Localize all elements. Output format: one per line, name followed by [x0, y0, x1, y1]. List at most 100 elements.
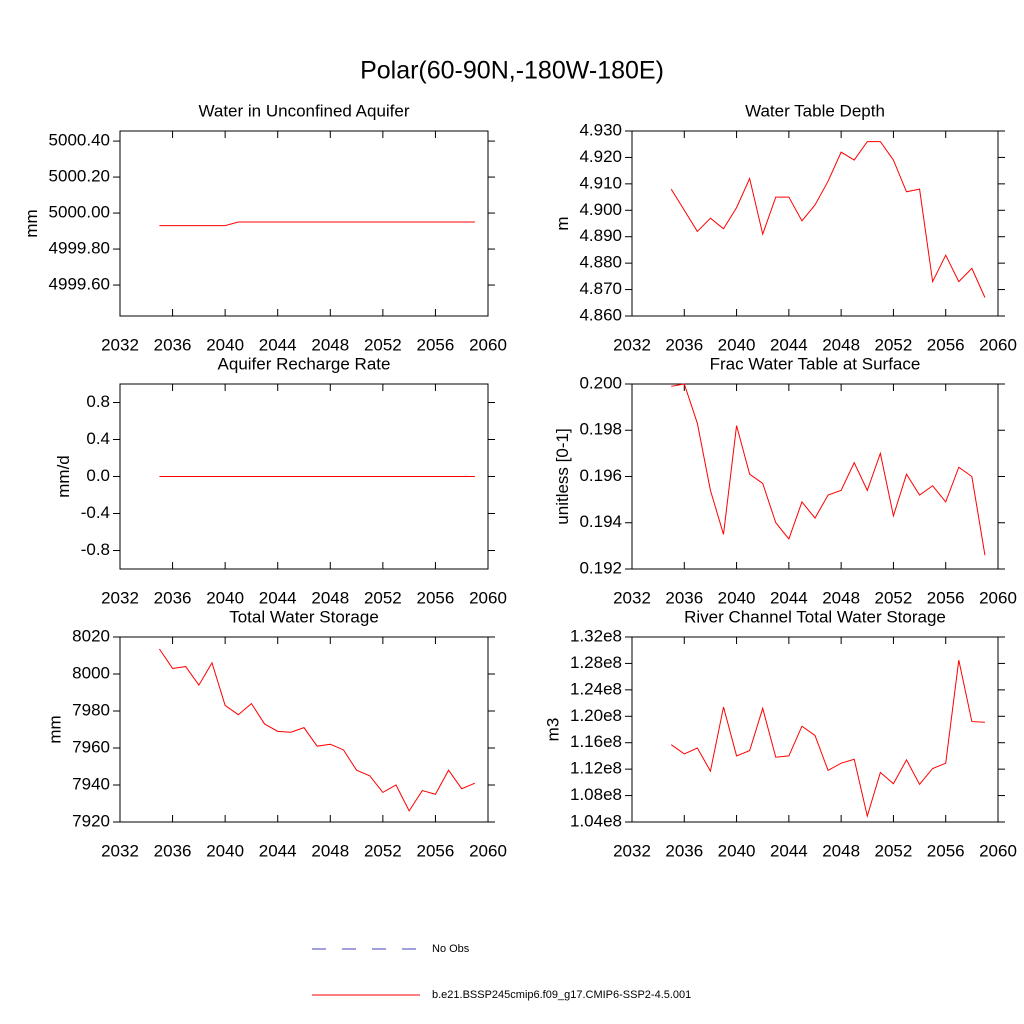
plot-frame: [631, 383, 999, 570]
x-tick-label: 2044: [770, 335, 808, 354]
y-tick-label: 0.8: [86, 392, 110, 411]
legend-label: No Obs: [432, 943, 470, 955]
x-tick-label: 2032: [613, 588, 651, 607]
y-tick-label: 1.20e8: [570, 706, 622, 725]
x-tick-label: 2056: [927, 841, 965, 860]
panel-title: Water Table Depth: [745, 101, 885, 120]
x-tick-label: 2052: [875, 588, 913, 607]
y-tick-label: 1.28e8: [570, 653, 622, 672]
y-tick-label: 0.4: [86, 429, 110, 448]
y-tick-label: 7980: [72, 700, 110, 719]
y-tick-label: 1.04e8: [570, 811, 622, 830]
x-tick-label: 2032: [101, 841, 139, 860]
panel-title: Water in Unconfined Aquifer: [198, 101, 409, 120]
y-axis-label: mm: [22, 209, 41, 237]
x-tick-label: 2040: [206, 841, 244, 860]
y-tick-label: 0.196: [579, 466, 622, 485]
x-tick-label: 2036: [154, 335, 192, 354]
y-tick-label: 1.16e8: [570, 732, 622, 751]
x-tick-label: 2056: [927, 335, 965, 354]
plot-frame: [119, 636, 489, 823]
x-tick-label: 2048: [311, 588, 349, 607]
plot-frame: [631, 130, 999, 317]
data-line: [159, 221, 475, 227]
x-tick-label: 2032: [101, 588, 139, 607]
x-tick-label: 2052: [364, 588, 402, 607]
y-tick-label: 8020: [72, 626, 110, 645]
y-tick-label: 4999.60: [49, 275, 110, 294]
x-tick-label: 2036: [665, 335, 703, 354]
legend-label: b.e21.BSSP245cmip6.f09_g17.CMIP6-SSP2-4.…: [432, 989, 691, 1001]
x-tick-label: 2060: [979, 588, 1017, 607]
data-line: [670, 660, 985, 819]
x-tick-label: 2044: [770, 588, 808, 607]
y-tick-label: 4.900: [579, 200, 622, 219]
plot-frame: [631, 636, 999, 823]
y-tick-label: 7960: [72, 737, 110, 756]
x-tick-label: 2048: [311, 335, 349, 354]
y-axis-label: m3: [543, 718, 562, 742]
y-tick-label: 4.930: [579, 120, 622, 139]
plot-frame: [119, 130, 489, 317]
x-tick-label: 2056: [927, 588, 965, 607]
x-tick-label: 2048: [822, 841, 860, 860]
x-tick-label: 2060: [979, 335, 1017, 354]
x-tick-label: 2032: [613, 335, 651, 354]
x-tick-label: 2052: [875, 335, 913, 354]
y-tick-label: 4.890: [579, 226, 622, 245]
y-tick-label: 5000.40: [49, 131, 110, 150]
x-tick-label: 2036: [154, 841, 192, 860]
x-tick-label: 2036: [665, 588, 703, 607]
y-tick-label: 4.910: [579, 173, 622, 192]
y-tick-label: 5000.00: [49, 203, 110, 222]
panel-title: Aquifer Recharge Rate: [218, 354, 391, 373]
y-tick-label: 4.860: [579, 305, 622, 324]
x-tick-label: 2056: [417, 335, 455, 354]
x-tick-label: 2032: [101, 335, 139, 354]
y-axis-label: unitless [0-1]: [553, 428, 572, 524]
y-axis-label: m: [553, 216, 572, 230]
x-tick-label: 2044: [259, 335, 297, 354]
x-tick-label: 2048: [822, 588, 860, 607]
x-tick-label: 2048: [311, 841, 349, 860]
x-tick-label: 2044: [770, 841, 808, 860]
y-tick-label: 0.192: [579, 558, 622, 577]
x-tick-label: 2040: [718, 588, 756, 607]
y-tick-label: 4.920: [579, 147, 622, 166]
y-axis-label: mm/d: [54, 455, 73, 498]
x-tick-label: 2060: [469, 841, 507, 860]
x-tick-label: 2056: [417, 841, 455, 860]
x-tick-label: 2052: [364, 841, 402, 860]
x-tick-label: 2052: [364, 335, 402, 354]
x-tick-label: 2060: [469, 588, 507, 607]
y-tick-label: 4999.80: [49, 239, 110, 258]
x-tick-label: 2032: [613, 841, 651, 860]
x-tick-label: 2056: [417, 588, 455, 607]
panel-title: River Channel Total Water Storage: [684, 607, 946, 626]
x-tick-label: 2048: [822, 335, 860, 354]
x-tick-label: 2052: [875, 841, 913, 860]
x-tick-label: 2036: [154, 588, 192, 607]
figure-title: Polar(60-90N,-180W-180E): [360, 57, 664, 85]
data-line: [159, 648, 476, 812]
y-tick-label: 7920: [72, 811, 110, 830]
x-tick-label: 2040: [718, 841, 756, 860]
y-tick-label: 4.870: [579, 279, 622, 298]
x-tick-label: 2044: [259, 588, 297, 607]
panel-title: Frac Water Table at Surface: [710, 354, 921, 373]
y-tick-label: -0.4: [81, 503, 110, 522]
data-line: [671, 383, 986, 556]
y-tick-label: 1.24e8: [570, 679, 622, 698]
data-line: [670, 141, 986, 298]
y-tick-label: -0.8: [81, 540, 110, 559]
y-axis-label: mm: [46, 715, 65, 743]
x-tick-label: 2040: [206, 335, 244, 354]
y-tick-label: 1.08e8: [570, 785, 622, 804]
y-tick-label: 4.880: [579, 253, 622, 272]
y-tick-label: 8000: [72, 663, 110, 682]
panel-title: Total Water Storage: [229, 607, 379, 626]
y-tick-label: 1.12e8: [570, 759, 622, 778]
y-tick-label: 7940: [72, 774, 110, 793]
y-tick-label: 0.0: [86, 466, 110, 485]
